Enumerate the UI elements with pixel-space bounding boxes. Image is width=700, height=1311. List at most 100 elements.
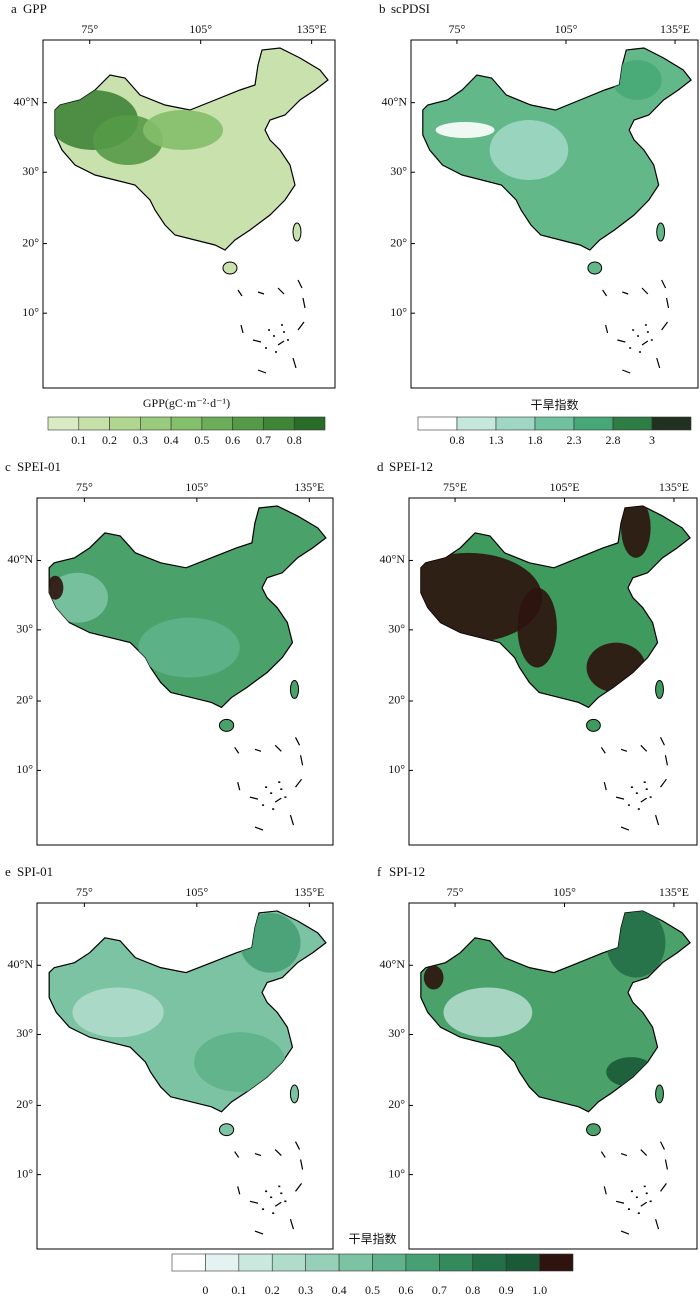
- lon-label: 105°: [555, 22, 578, 36]
- colorbar-label: 3: [649, 433, 655, 447]
- panel-letter: b: [379, 1, 386, 16]
- lon-label: 135°E: [660, 22, 690, 36]
- lat-label: 10°: [16, 1166, 33, 1180]
- lon-label: 105°: [185, 480, 208, 494]
- lon-label: 75°: [447, 885, 464, 899]
- map-panels: a GPP 75° 105° 135°E 40°N 30° 20° 10° b scPDSI 75° 1…: [5, 1, 699, 1250]
- panel-letter: d: [377, 459, 384, 474]
- china-map: [48, 505, 327, 831]
- value-patch: [239, 912, 301, 973]
- lon-label: 75°: [81, 22, 98, 36]
- lon-label: 135°E: [294, 885, 324, 899]
- lat-label: 20°: [16, 1097, 33, 1111]
- lon-label: 75°: [449, 22, 466, 36]
- colorbar-cell: [456, 416, 497, 431]
- data-patches: [55, 90, 223, 165]
- colorbar-label: 0.7: [432, 1283, 447, 1297]
- colorbar-cell: [573, 416, 614, 431]
- colorbar-label: 0.4: [332, 1283, 347, 1297]
- lon-label: 75°E: [443, 480, 467, 494]
- colorbar-title: 干旱指数: [348, 1231, 396, 1246]
- value-patch: [49, 575, 64, 600]
- colorbar-cell: [140, 416, 172, 431]
- lat-label: 40°N: [382, 94, 408, 108]
- lat-label: 10°: [22, 305, 39, 319]
- data-patches: [72, 912, 301, 1092]
- colorbar-cell: [417, 416, 458, 431]
- value-patch: [423, 965, 444, 990]
- colorbar-cell: [201, 416, 233, 431]
- lon-label: 105°E: [549, 480, 579, 494]
- colorbar-label: 0.3: [133, 433, 148, 447]
- panel-title: SPEI-12: [389, 459, 433, 474]
- colorbar-cell: [539, 1253, 574, 1272]
- panel-title: SPEI-01: [17, 459, 61, 474]
- lat-label: 40°N: [380, 957, 406, 971]
- colorbar-cell: [78, 416, 110, 431]
- colorbar-cell: [439, 1253, 474, 1272]
- lat-label: 40°N: [14, 94, 40, 108]
- lat-label: 30°: [22, 164, 39, 178]
- colorbar-cell: [293, 416, 326, 431]
- colorbar-label: 0.1: [71, 433, 86, 447]
- lat-label: 10°: [388, 762, 405, 776]
- colorbar-label: 0.8: [287, 433, 302, 447]
- colorbar-cell: [109, 416, 141, 431]
- china-map: [54, 47, 329, 374]
- colorbar-cell: [170, 416, 203, 431]
- data-patches: [435, 60, 662, 180]
- lon-label: 75°: [76, 480, 93, 494]
- lon-label: 105°: [553, 885, 576, 899]
- map-panel: f SPI-12 75° 105° 135°E 40°N 30° 20° 10°: [377, 864, 698, 1250]
- colorbar-cell: [305, 1253, 340, 1272]
- colorbar-cell: [505, 1253, 540, 1272]
- colorbar-label: 0.9: [499, 1283, 514, 1297]
- colorbar-label: 0.5: [194, 433, 209, 447]
- map-panel: c SPEI-01 75° 105° 135°E 40°N 30° 20° 10°: [5, 459, 334, 846]
- value-patch: [435, 122, 495, 138]
- lat-label: 20°: [22, 235, 39, 249]
- panel-title: scPDSI: [391, 1, 430, 16]
- colorbar: 干旱指数 0.8 1.3 1.8 2.3 2.8 3: [417, 397, 692, 447]
- panel-title: SPI-12: [389, 864, 425, 879]
- colorbar-label: 0.6: [225, 433, 240, 447]
- lon-label: 135°E: [297, 22, 327, 36]
- china-map: [422, 47, 692, 374]
- panel-letter: e: [5, 864, 11, 879]
- china-map: [48, 910, 327, 1235]
- colorbar-label: 2.3: [567, 433, 582, 447]
- colorbar-cell: [263, 416, 295, 431]
- colorbar-label: 0.3: [298, 1283, 313, 1297]
- lon-label: 135°E: [659, 885, 689, 899]
- colorbar-cell: [338, 1253, 373, 1272]
- lat-label: 40°N: [8, 552, 34, 566]
- map-panel: b scPDSI 75° 105° 135°E 40°N 30° 20° 10°: [379, 1, 699, 389]
- data-patches: [49, 572, 240, 678]
- lon-label: 105°: [189, 22, 212, 36]
- lon-label: 75°: [76, 885, 93, 899]
- lon-label: 105°: [185, 885, 208, 899]
- colorbar-cell: [405, 1253, 440, 1272]
- colorbar: 干旱指数 0 0.1 0.2 0.3 0.4 0.5 0.6 0.7 0.8 0.9 1.0: [171, 1231, 574, 1297]
- lat-label: 30°: [16, 1026, 33, 1040]
- colorbar-label: 0.4: [164, 433, 179, 447]
- panel-letter: c: [5, 459, 11, 474]
- colorbar-label: 0.2: [102, 433, 117, 447]
- lat-label: 10°: [390, 305, 407, 319]
- lat-label: 30°: [16, 622, 33, 636]
- colorbar-cell: [205, 1253, 240, 1272]
- colorbar-cell: [238, 1253, 273, 1272]
- lat-label: 40°N: [8, 957, 34, 971]
- panel-title: SPI-01: [17, 864, 53, 879]
- colorbar-label: 0: [202, 1283, 208, 1297]
- lat-label: 10°: [388, 1166, 405, 1180]
- colorbar-cell: [372, 1253, 407, 1272]
- value-patch: [517, 587, 557, 668]
- value-patch: [443, 987, 533, 1038]
- colorbar-cell: [171, 1253, 206, 1272]
- lat-label: 30°: [388, 1026, 405, 1040]
- value-patch: [621, 505, 651, 558]
- value-patch: [489, 120, 569, 180]
- colorbar-cell: [47, 416, 80, 431]
